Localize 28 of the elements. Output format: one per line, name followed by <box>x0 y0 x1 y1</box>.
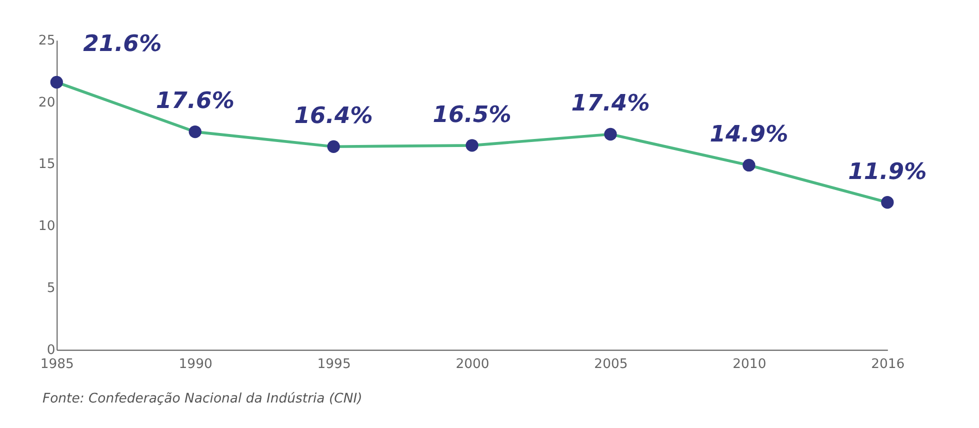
x-tick-label: 1985 <box>40 357 74 372</box>
point <box>604 128 617 141</box>
y-tick-label: 5 <box>46 281 56 296</box>
source-note: Fonte: Confederação Nacional da Indústria (CNI) <box>42 392 362 407</box>
x-tick-label: 2005 <box>594 357 628 372</box>
y-tick-label: 25 <box>38 33 56 48</box>
x-tick-label: 2010 <box>732 357 766 372</box>
data-label: 21.6% <box>83 31 162 58</box>
point <box>188 125 202 138</box>
data-label: 16.5% <box>432 102 512 128</box>
point <box>50 76 63 89</box>
data-label: 16.4% <box>294 103 373 130</box>
y-tick-label: 15 <box>38 157 56 172</box>
data-label: 17.4% <box>571 90 650 117</box>
point <box>327 140 340 153</box>
point <box>881 196 894 209</box>
y-tick-label: 0 <box>46 343 56 358</box>
x-tick-label: 2000 <box>456 357 490 372</box>
point <box>466 139 478 152</box>
x-tick-label: 1995 <box>317 357 351 372</box>
y-tick-label: 20 <box>38 95 56 110</box>
data-label: 11.9% <box>848 158 927 185</box>
data-label: 17.6% <box>156 88 234 114</box>
y-tick-label: 10 <box>38 219 56 234</box>
x-tick-label: 1990 <box>178 357 212 372</box>
point <box>742 158 756 172</box>
x-tick-label: 2016 <box>871 357 905 372</box>
data-label: 14.9% <box>710 122 788 148</box>
